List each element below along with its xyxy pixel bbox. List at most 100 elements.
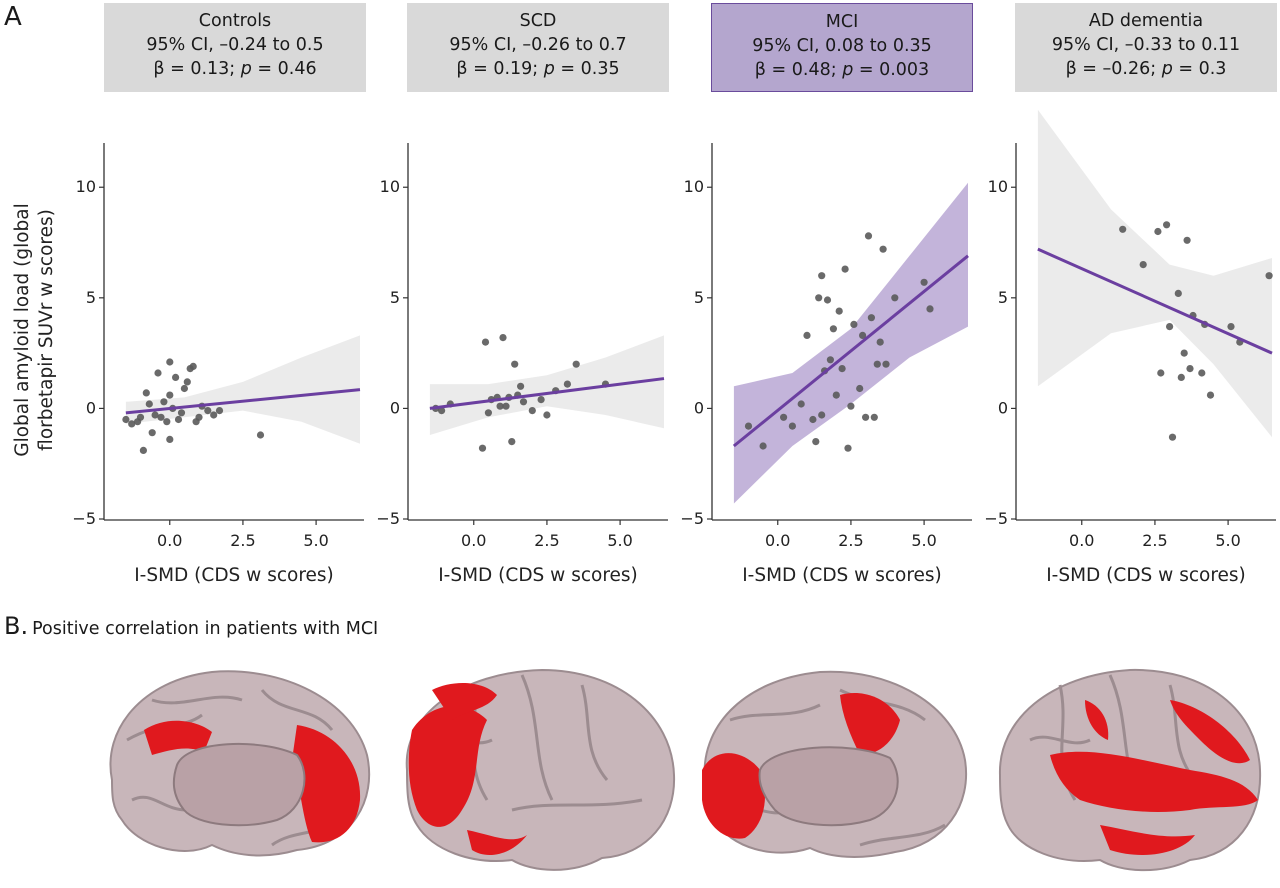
x-tick-label: 2.5 [1142,531,1167,550]
regression-line [732,254,969,448]
data-point [1177,373,1185,381]
regression-line [429,377,665,410]
x-tick-label: 2.5 [838,531,863,550]
strip-controls-p-value: = 0.46 [251,59,317,79]
data-point [180,384,188,393]
data-point [163,418,171,426]
data-point [876,338,884,346]
strip-mci-beta: β = 0.48; [754,60,843,80]
strip-controls-stat: β = 0.13; p = 0.46 [104,57,366,81]
data-point [1139,261,1147,269]
data-point [864,232,873,240]
x-tick-label: 5.0 [1215,531,1240,550]
data-point [151,411,159,419]
data-point [873,360,881,368]
x-tick-label: 0.0 [1069,531,1094,550]
strip-controls: Controls 95% CI, –0.24 to 0.5 β = 0.13; … [104,3,366,92]
confidence-ribbon [733,182,968,504]
strip-mci-stat: β = 0.48; p = 0.003 [712,58,972,82]
data-point [484,409,492,417]
y-axis-label-line: florbetapir SUVr w scores) [36,209,57,451]
data-point [142,389,150,397]
data-point [847,402,855,410]
brain-medial-right [702,670,968,858]
data-point [926,305,934,313]
data-point [841,265,849,273]
y-tick-label: 0 [694,398,704,417]
x-axis-label: I-SMD (CDS w scores) [134,565,334,586]
strip-ad-ci: 95% CI, –0.33 to 0.11 [1051,35,1241,55]
data-point [788,422,797,430]
data-point [829,325,838,333]
data-point [210,411,218,419]
x-tick-label: 5.0 [303,531,328,550]
strip-scd-p-label: p [543,59,555,79]
data-point [139,446,147,454]
data-point [166,435,174,443]
y-tick-label: 10 [76,177,96,196]
data-point [148,429,156,437]
panel-b-title: Positive correlation in patients with MC… [32,619,379,639]
data-point [136,413,145,421]
data-point [215,407,224,415]
strip-scd-stat: β = 0.19; p = 0.35 [407,57,669,81]
data-point [256,431,265,439]
data-point [174,415,183,424]
data-point [1174,289,1182,297]
data-point [856,384,864,393]
data-point [818,272,826,280]
data-point [502,402,510,410]
data-point [1168,433,1177,441]
brain-lateral-left [405,668,676,871]
strip-mci: MCI 95% CI, 0.08 to 0.35 β = 0.48; p = 0… [711,3,973,92]
data-point [759,442,767,450]
x-axis-label: I-SMD (CDS w scores) [1046,565,1246,586]
facet-controls: 10 5 0 −5 0.0 2.5 5.0 I-SMD (CDS w scores) [72,143,364,586]
strip-controls-p-label: p [240,59,252,79]
data-point [528,407,536,415]
y-tick-label: 10 [684,177,704,196]
data-point [145,400,153,408]
brain-medial-left [109,670,371,857]
strip-ad-stat: β = –0.26; p = 0.3 [1015,57,1277,81]
x-tick-label: 2.5 [534,531,559,550]
data-point [154,369,162,377]
data-point [166,358,174,366]
regression-line [125,388,361,415]
data-point [835,307,843,315]
y-tick-label: 5 [86,288,96,307]
strip-controls-beta: β = 0.13; [153,59,241,79]
data-point [838,365,846,373]
data-point [879,245,887,253]
data-point [177,409,186,417]
y-tick-label: 5 [694,288,704,307]
data-point [859,331,867,339]
strip-scd: SCD 95% CI, –0.26 to 0.7 β = 0.19; p = 0… [407,3,669,92]
strip-mci-p-value: = 0.003 [853,60,930,80]
data-point [519,398,528,406]
data-point [537,396,545,404]
panel-b-heading: B. Positive correlation in patients with … [4,612,378,640]
data-point [166,391,174,399]
data-point [1166,323,1174,331]
strip-mci-ci: 95% CI, 0.08 to 0.35 [752,36,932,56]
strip-mci-p-label: p [842,60,854,80]
strip-ad-p-value: = 0.3 [1172,59,1227,79]
x-tick-label: 0.0 [765,531,790,550]
confidence-ribbon [429,335,664,435]
data-point [511,360,519,368]
data-point [499,334,507,342]
y-tick-label: 5 [998,288,1008,307]
data-point [563,380,572,388]
data-point [204,407,212,415]
data-point [189,362,197,370]
y-tick-label: −5 [984,509,1008,528]
data-point [826,356,835,364]
data-point [803,331,811,339]
data-point [517,382,525,390]
regression-line [1037,247,1273,355]
data-point [920,278,928,286]
data-point [809,415,817,424]
data-point [862,413,870,421]
data-point [1186,365,1194,373]
